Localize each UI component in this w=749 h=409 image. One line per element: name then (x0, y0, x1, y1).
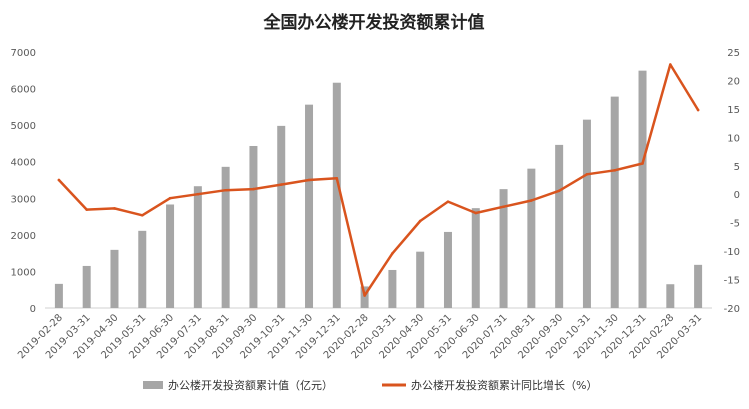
growth-point (391, 252, 394, 255)
y-left-tick-label: 5000 (11, 121, 36, 132)
bar (694, 264, 703, 308)
growth-point (418, 219, 422, 223)
bar (305, 104, 314, 308)
bar (666, 284, 675, 308)
growth-point (641, 162, 644, 165)
growth-point (446, 200, 450, 203)
growth-point (140, 213, 144, 217)
y-left-tick-label: 7000 (11, 48, 36, 59)
growth-point (279, 183, 283, 186)
bar (221, 166, 230, 308)
legend-label-line: 办公楼开发投资额累计同比增长（%） (411, 378, 597, 392)
bar (138, 230, 147, 308)
bar (54, 283, 63, 308)
y-right-tick-label: -20 (724, 304, 740, 315)
y-right-tick-label: -10 (724, 247, 740, 258)
growth-point (474, 211, 478, 215)
bar (416, 251, 425, 308)
growth-point (335, 176, 339, 180)
growth-point (57, 178, 61, 182)
bar (471, 208, 480, 308)
growth-point (113, 207, 116, 210)
bar (110, 249, 119, 308)
bar (610, 96, 619, 308)
y-right-tick-label: 25 (727, 48, 740, 59)
y-right-tick-label: 5 (734, 162, 740, 173)
bar (360, 286, 369, 308)
bar (166, 204, 175, 308)
y-left-tick-label: 3000 (11, 194, 36, 205)
bar (332, 82, 341, 308)
growth-point (669, 63, 672, 66)
chart-title: 全国办公楼开发投资额累计值 (263, 12, 485, 33)
growth-point (696, 108, 700, 112)
bar (527, 168, 536, 308)
growth-point (168, 196, 172, 200)
growth-point (196, 192, 200, 196)
growth-line (57, 63, 700, 297)
bar (555, 144, 564, 308)
y-right-tick-label: 0 (734, 190, 740, 201)
growth-point (613, 169, 617, 172)
y-left-tick-label: 0 (30, 304, 36, 315)
growth-point (585, 173, 589, 176)
bar (638, 70, 647, 308)
growth-point (363, 294, 366, 297)
growth-point (502, 205, 505, 209)
growth-point (224, 188, 227, 192)
growth-point (530, 199, 533, 202)
legend-label-bars: 办公楼开发投资额累计值（亿元） (168, 378, 333, 392)
y-right-tick-label: 15 (727, 105, 740, 116)
growth-point (557, 189, 561, 193)
y-left-tick-label: 6000 (11, 85, 36, 96)
y-right-tick-label: 10 (727, 133, 740, 144)
growth-point (85, 208, 88, 211)
bar (193, 186, 202, 308)
growth-point (252, 187, 255, 191)
y-left-tick-label: 2000 (11, 231, 36, 242)
y-right-tick-label: -15 (724, 276, 740, 287)
bar (443, 231, 452, 308)
legend-swatch-bars (143, 381, 163, 389)
y-right-tick-label: 20 (727, 76, 740, 87)
legend: 办公楼开发投资额累计值（亿元） 办公楼开发投资额累计同比增长（%） (143, 378, 597, 392)
bar (249, 145, 258, 308)
bar (582, 119, 591, 309)
bar (82, 265, 91, 308)
y-left-tick-label: 1000 (11, 267, 36, 278)
growth-point (307, 178, 311, 182)
bar (499, 189, 508, 308)
y-right-tick-label: -5 (730, 219, 740, 230)
bar (277, 125, 286, 308)
bar (388, 269, 397, 308)
y-left-tick-label: 4000 (11, 158, 36, 169)
